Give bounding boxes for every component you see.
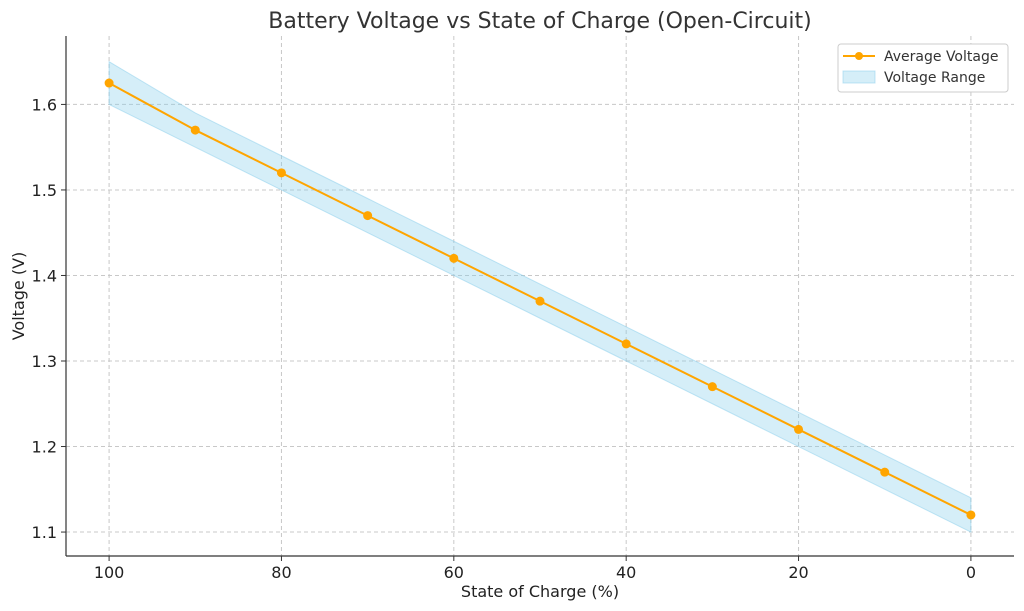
data-point bbox=[880, 467, 890, 477]
data-point bbox=[276, 168, 286, 178]
x-tick-label: 20 bbox=[788, 563, 808, 582]
data-point bbox=[190, 125, 200, 135]
y-axis-label: Voltage (V) bbox=[9, 252, 28, 341]
legend-box bbox=[837, 43, 1009, 93]
data-point bbox=[966, 510, 976, 520]
legend-marker-swatch bbox=[855, 52, 863, 60]
legend-label-average: Average Voltage bbox=[884, 49, 998, 65]
data-point bbox=[449, 253, 459, 263]
y-tick-label: 1.6 bbox=[32, 95, 57, 114]
grid bbox=[66, 36, 1014, 556]
x-tick-label: 0 bbox=[966, 563, 976, 582]
y-tick-label: 1.3 bbox=[32, 352, 57, 371]
legend: Average Voltage Voltage Range bbox=[837, 43, 1009, 93]
axes bbox=[65, 36, 1014, 557]
chart-title: Battery Voltage vs State of Charge (Open… bbox=[268, 9, 811, 34]
x-tick-label: 60 bbox=[444, 563, 464, 582]
tick-layer: 100 80 60 40 20 0 1.1 1.2 1.3 1.4 1.5 1.6 bbox=[32, 95, 976, 582]
legend-band-swatch bbox=[842, 70, 876, 84]
line-layer bbox=[104, 78, 976, 520]
legend-label-range: Voltage Range bbox=[884, 70, 985, 86]
y-tick-label: 1.1 bbox=[32, 523, 57, 542]
x-tick-label: 40 bbox=[616, 563, 636, 582]
data-point bbox=[621, 339, 631, 349]
data-point bbox=[707, 382, 717, 392]
x-axis-label: State of Charge (%) bbox=[461, 582, 619, 601]
x-tick-label: 80 bbox=[271, 563, 291, 582]
data-point bbox=[535, 296, 545, 306]
data-point bbox=[794, 424, 804, 434]
x-tick-label: 100 bbox=[94, 563, 125, 582]
data-point bbox=[104, 78, 114, 88]
y-tick-label: 1.4 bbox=[32, 266, 57, 285]
y-tick-label: 1.2 bbox=[32, 438, 57, 457]
y-tick-label: 1.5 bbox=[32, 181, 57, 200]
data-point bbox=[363, 211, 373, 221]
